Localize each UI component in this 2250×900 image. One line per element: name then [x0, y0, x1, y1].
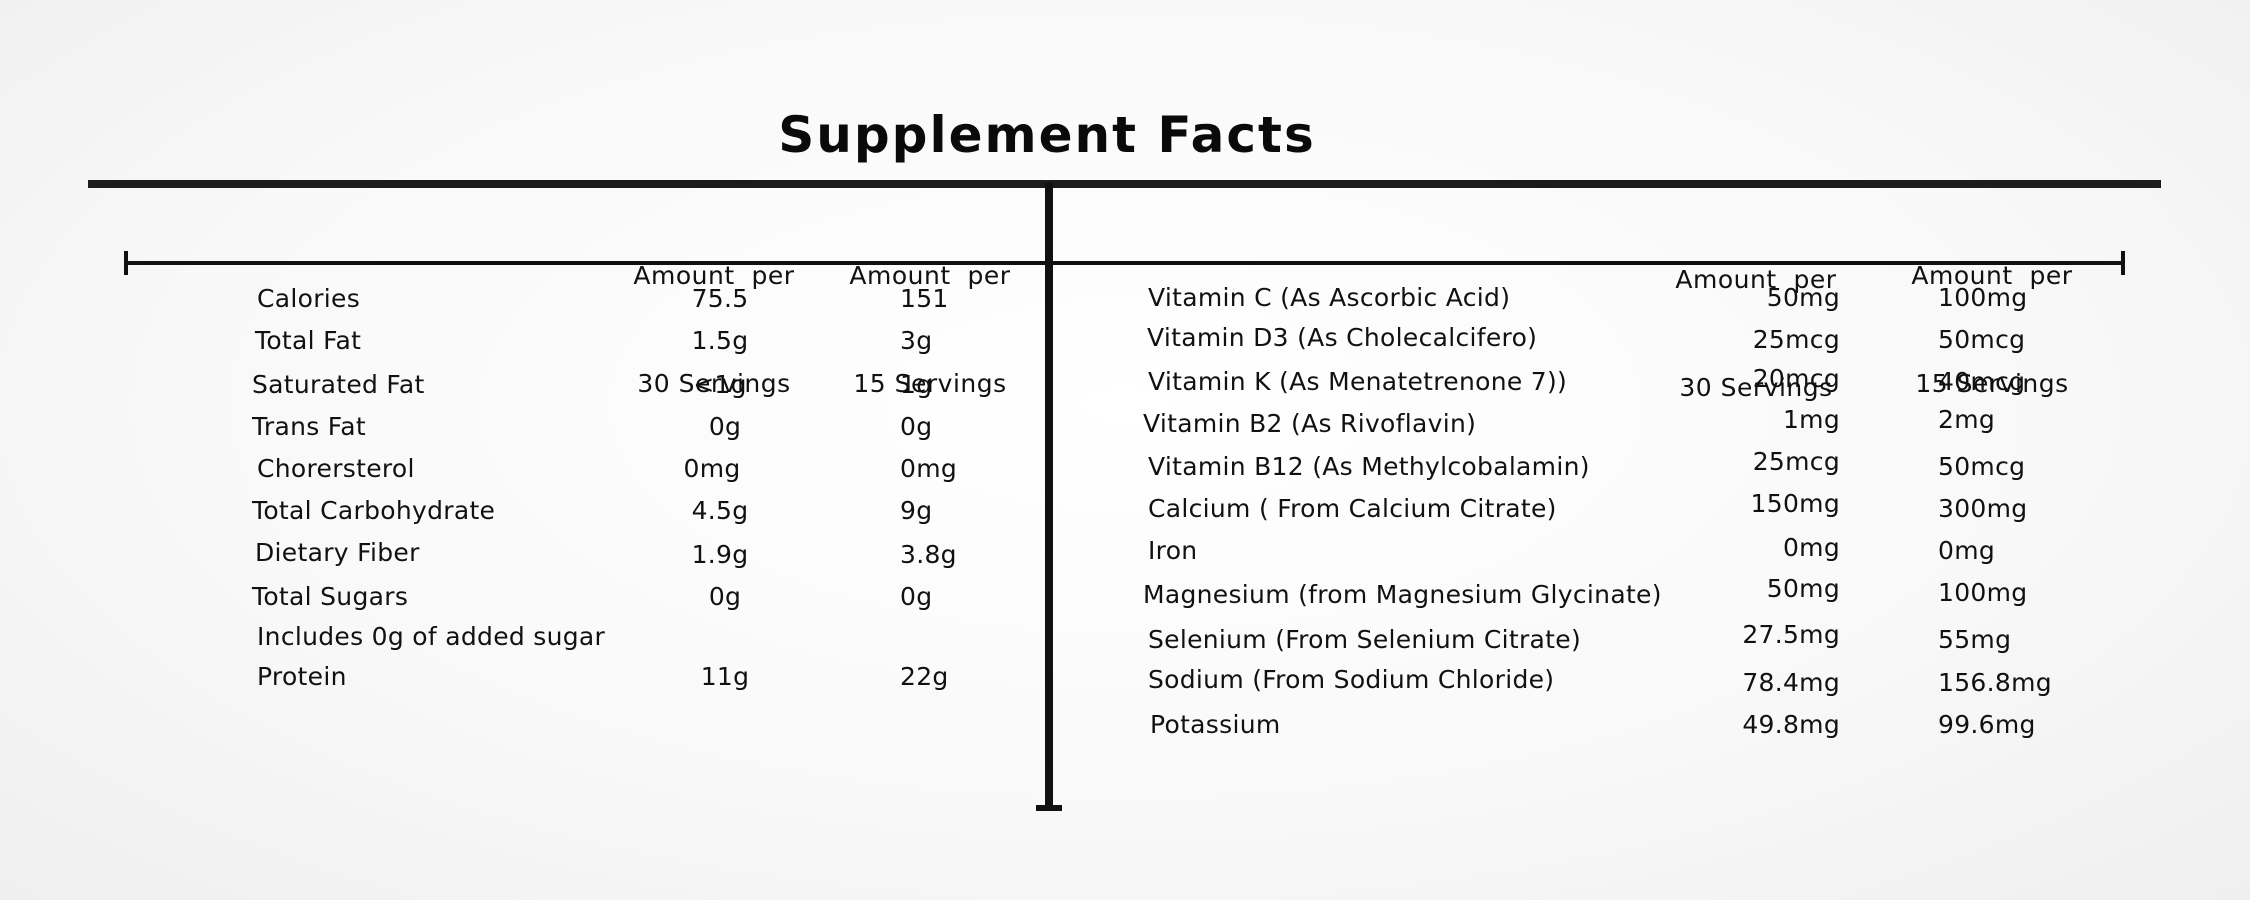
- amount-30: 78.4mg: [1742, 668, 1840, 697]
- left-header-15-servings: Amount per 15 Servings: [840, 186, 1020, 474]
- amount-15: 2mg: [1938, 405, 1996, 434]
- amount-15: 100mg: [1938, 578, 2028, 607]
- amount-15: 99.6mg: [1938, 710, 2036, 739]
- nutrient-name: Vitamin D3 (As Cholecalcifero): [1147, 323, 1538, 352]
- nutrient-name: Chorersterol: [257, 454, 415, 483]
- amount-15: 300mg: [1938, 494, 2028, 523]
- header-line: 30 Servings: [1679, 373, 1833, 402]
- nutrient-name: Magnesium (from Magnesium Glycinate): [1143, 580, 1662, 609]
- nutrient-name: Includes 0g of added sugar: [257, 622, 606, 651]
- right-header-15-servings: Amount per 15 Servings: [1902, 186, 2082, 474]
- nutrient-name: Selenium (From Selenium Citrate): [1148, 625, 1582, 654]
- amount-15: 50mcg: [1938, 325, 2026, 354]
- nutrient-name: Total Sugars: [252, 582, 409, 611]
- amount-15: 156.8mg: [1938, 668, 2052, 697]
- nutrient-name: Total Fat: [255, 326, 362, 355]
- amount-30: 25mcg: [1752, 447, 1840, 476]
- amount-30: 50mg: [1766, 574, 1840, 603]
- header-line: Amount per: [849, 261, 1011, 290]
- amount-30: 27.5mg: [1742, 620, 1840, 649]
- header-line: 15 Servings: [853, 369, 1007, 398]
- amount-15: 0g: [900, 412, 933, 441]
- nutrient-name: Protein: [257, 662, 347, 691]
- amount-30: 11g: [700, 662, 750, 691]
- nutrient-name: Total Carbohydrate: [252, 496, 496, 525]
- amount-30: 4.5g: [691, 496, 749, 525]
- amount-30: 20mcg: [1752, 364, 1840, 393]
- amount-15: 151: [900, 284, 949, 313]
- amount-15: 50mcg: [1938, 452, 2026, 481]
- amount-30: 1.9g: [691, 540, 749, 569]
- amount-30: 50mg: [1766, 283, 1840, 312]
- amount-30: 25mcg: [1752, 325, 1840, 354]
- top-rule: [88, 180, 2161, 188]
- amount-30: 1.5g: [691, 326, 749, 355]
- amount-15: 100mg: [1938, 283, 2028, 312]
- amount-30: 75.5: [691, 284, 749, 313]
- header-line: Amount per: [1911, 261, 2073, 290]
- nutrient-name: Dietary Fiber: [255, 538, 420, 567]
- page-title: Supplement Facts: [778, 106, 1316, 164]
- right-header-30-servings: Amount per 30 Servings: [1666, 190, 1846, 478]
- amount-15: 0mg: [900, 454, 958, 483]
- amount-30: 0mg: [1782, 533, 1840, 562]
- amount-15: 22g: [900, 662, 949, 691]
- amount-15: 1g: [900, 370, 933, 399]
- amount-30: 150mg: [1750, 489, 1840, 518]
- amount-15: 0mg: [1938, 536, 1996, 565]
- left-header-30-servings: Amount per 30 Servings: [624, 186, 804, 474]
- nutrient-name: Calories: [257, 284, 361, 313]
- amount-15: 0g: [900, 582, 933, 611]
- center-divider: [1045, 183, 1053, 808]
- header-line: 15 Servings: [1915, 369, 2069, 398]
- nutrient-name: Calcium ( From Calcium Citrate): [1148, 494, 1557, 523]
- center-divider-foot: [1036, 805, 1062, 811]
- header-rule-left-cap: [124, 251, 128, 275]
- amount-30: 49.8mg: [1742, 710, 1840, 739]
- amount-30: <1g: [693, 370, 747, 399]
- amount-15: 3.8g: [900, 540, 957, 569]
- header-rule: [126, 261, 2124, 265]
- amount-30: 0mg: [683, 454, 741, 483]
- header-line: Amount per: [1675, 265, 1837, 294]
- nutrient-name: Vitamin B12 (As Methylcobalamin): [1148, 452, 1590, 481]
- amount-15: 55mg: [1938, 625, 2012, 654]
- amount-30: 1mg: [1782, 405, 1840, 434]
- header-rule-right-cap: [2121, 251, 2125, 275]
- nutrient-name: Vitamin C (As Ascorbic Acid): [1148, 283, 1511, 312]
- nutrient-name: Vitamin K (As Menatetrenone 7)): [1148, 367, 1568, 396]
- nutrient-name: Saturated Fat: [252, 370, 425, 399]
- amount-30: 0g: [708, 412, 742, 441]
- nutrient-name: Potassium: [1150, 710, 1281, 739]
- header-line: Amount per: [633, 261, 795, 290]
- amount-15: 9g: [900, 496, 933, 525]
- nutrient-name: Sodium (From Sodium Chloride): [1148, 665, 1555, 694]
- nutrient-name: Vitamin B2 (As Rivoflavin): [1143, 409, 1477, 438]
- amount-15: 40mcg: [1938, 367, 2026, 396]
- header-line: 30 Servings: [637, 369, 791, 398]
- amount-30: 0g: [708, 582, 742, 611]
- amount-15: 3g: [900, 326, 933, 355]
- nutrient-name: Iron: [1148, 536, 1198, 565]
- nutrient-name: Trans Fat: [252, 412, 366, 441]
